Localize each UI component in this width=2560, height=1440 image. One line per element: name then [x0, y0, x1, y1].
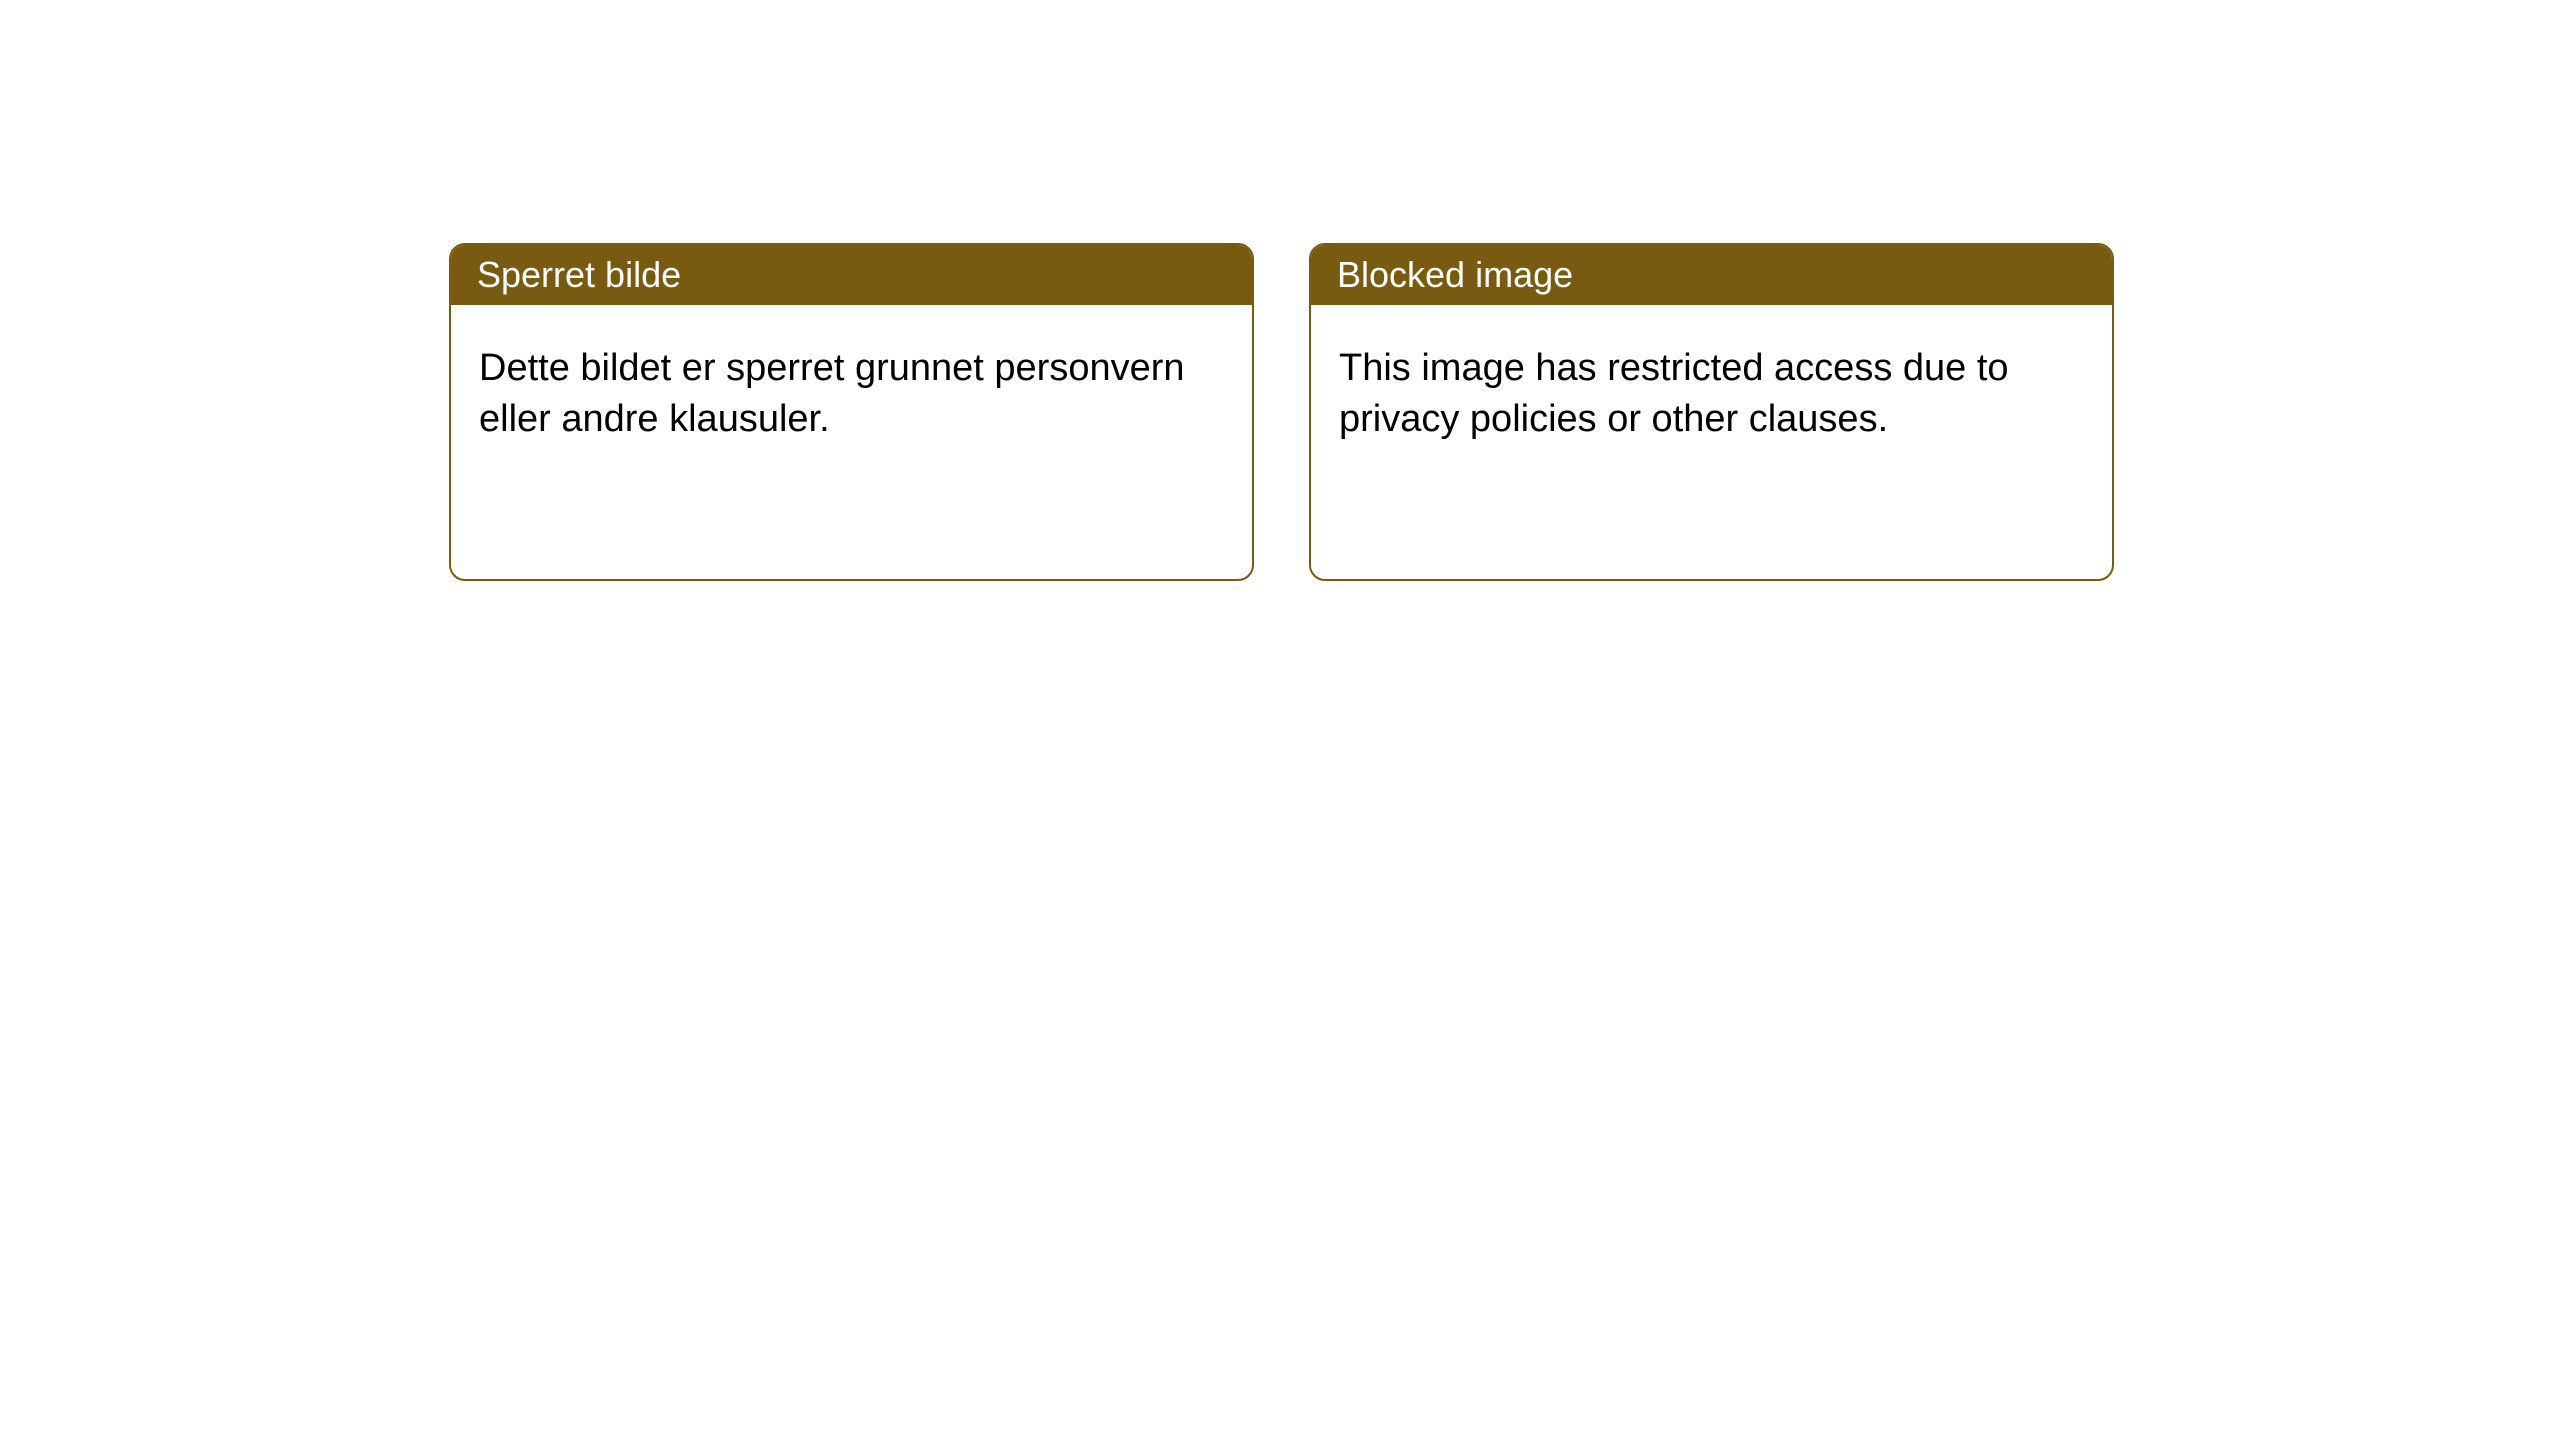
notice-header: Blocked image	[1311, 245, 2112, 305]
notice-title: Sperret bilde	[477, 254, 681, 296]
notice-message: Dette bildet er sperret grunnet personve…	[479, 347, 1185, 440]
notice-body: Dette bildet er sperret grunnet personve…	[451, 305, 1252, 484]
notice-card-norwegian: Sperret bilde Dette bildet er sperret gr…	[449, 243, 1254, 581]
notice-card-english: Blocked image This image has restricted …	[1309, 243, 2114, 581]
notice-message: This image has restricted access due to …	[1339, 347, 2009, 440]
notice-header: Sperret bilde	[451, 245, 1252, 305]
notice-container: Sperret bilde Dette bildet er sperret gr…	[0, 0, 2560, 581]
notice-body: This image has restricted access due to …	[1311, 305, 2112, 484]
notice-title: Blocked image	[1337, 254, 1573, 296]
